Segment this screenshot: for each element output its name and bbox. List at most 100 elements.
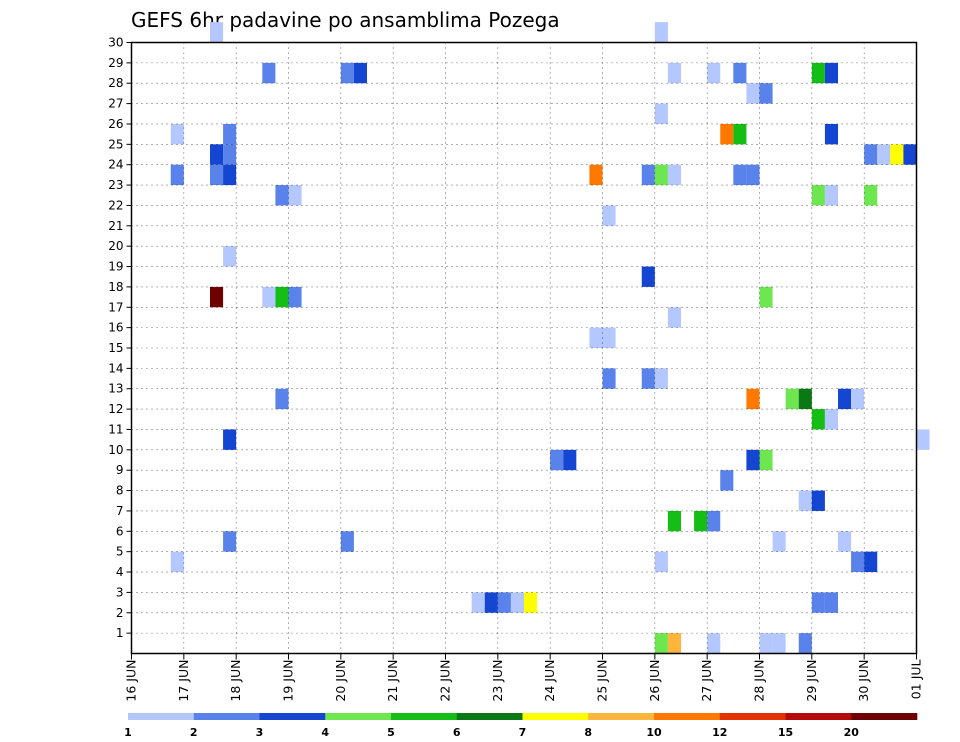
heatmap-cell [641,266,655,287]
colorbar-label: 10 [646,726,662,739]
y-tick-label: 22 [108,198,123,212]
heatmap-cell [798,388,812,410]
colorbar-swatch [851,713,918,720]
heatmap-cell [210,144,224,165]
y-tick-label: 5 [116,545,124,559]
colorbar-swatch [391,713,458,720]
heatmap-cell [824,409,838,430]
heatmap-cell [210,164,224,186]
heatmap-cell [654,368,668,389]
x-tick-label: 28 JUN [752,660,767,702]
colorbar-label: 1 [124,726,132,739]
heatmap-cell [864,185,878,206]
colorbar-swatch [522,713,589,720]
heatmap-cell [746,83,760,104]
y-tick-label: 6 [116,524,124,538]
y-axis-ticks: 1234567891011121314151617181920212223242… [108,36,132,640]
x-tick-label: 19 JUN [281,660,296,702]
heatmap-cell [811,409,825,430]
y-tick-label: 7 [116,504,124,518]
y-tick-label: 30 [108,36,123,50]
heatmap-cell [851,388,865,410]
heatmap-cell [654,22,668,43]
heatmap-cell [223,246,237,267]
heatmap-cell [903,144,917,165]
x-tick-label: 24 JUN [542,660,557,702]
heatmap-cell [733,123,747,145]
x-tick-label: 17 JUN [176,660,191,702]
plot-frame [130,41,918,655]
heatmap-cell [602,205,616,226]
y-tick-label: 3 [116,585,124,599]
heatmap-cell [707,633,721,654]
colorbar-swatch [128,713,195,720]
heatmap-cell [824,123,838,145]
x-tick-label: 20 JUN [333,660,348,702]
y-tick-label: 21 [108,219,123,233]
heatmap-cell [275,388,289,410]
heatmap-cell [641,368,655,389]
heatmap-cell [654,164,668,186]
heatmap-cell [210,22,224,43]
heatmap-cell [602,368,616,389]
heatmap-cell [275,286,289,308]
y-tick-label: 28 [108,76,123,90]
heatmap-cell [602,327,616,348]
y-tick-label: 9 [116,463,124,477]
heatmap-cell [667,164,681,186]
x-tick-label: 01 JUL [909,659,924,699]
y-tick-label: 13 [108,382,123,396]
heatmap-cell [772,633,786,654]
y-tick-label: 19 [108,260,123,274]
x-tick-label: 25 JUN [595,660,610,702]
heatmap-cell [759,633,773,654]
heatmap-cell [275,185,289,206]
heatmap-cell [497,592,511,613]
heatmap-cell [210,286,224,308]
colorbar-swatch [259,713,326,720]
colorbar-label: 5 [387,726,395,739]
y-tick-label: 20 [108,239,123,253]
heatmap-cell [759,286,773,308]
heatmap-cell [811,490,825,511]
heatmap-cell [707,62,721,84]
heatmap-cell [563,449,577,471]
y-tick-label: 23 [108,178,123,192]
x-tick-label: 18 JUN [228,660,243,702]
heatmap-cell [707,510,721,532]
heatmap-cell [811,62,825,84]
heatmap-cell [223,164,237,186]
heatmap-cell [170,123,184,145]
y-tick-label: 27 [108,97,123,111]
heatmap-cell [759,449,773,471]
x-tick-label: 21 JUN [385,660,400,702]
colorbar: 1 2 3 4 5 6 7 8 10 12 15 20 [124,713,918,739]
heatmap-cell [288,286,302,308]
y-tick-label: 16 [108,321,123,335]
heatmap-cell [785,388,799,410]
heatmap-cell [340,531,354,552]
y-tick-label: 29 [108,56,123,70]
x-tick-label: 22 JUN [438,660,453,702]
colorbar-swatch [588,713,655,720]
heatmap-cell [223,123,237,145]
heatmap-cell [890,144,904,165]
heatmap-cell [589,327,603,348]
heatmap-cell [654,633,668,654]
heatmap-cell [851,551,865,573]
heatmap-cell [824,592,838,613]
colorbar-label: 2 [190,726,198,739]
heatmap-cell [733,62,747,84]
heatmap-cell [824,185,838,206]
heatmap-cell [798,633,812,654]
heatmap-cell [340,62,354,84]
heatmap-cell [353,62,367,84]
x-tick-label: 30 JUN [856,660,871,702]
heatmap-cell [641,164,655,186]
heatmap-cell [864,551,878,573]
heatmap-cell [720,470,734,491]
heatmap-cell [510,592,524,613]
heatmap-cell [667,62,681,84]
heatmap-cell [223,144,237,165]
